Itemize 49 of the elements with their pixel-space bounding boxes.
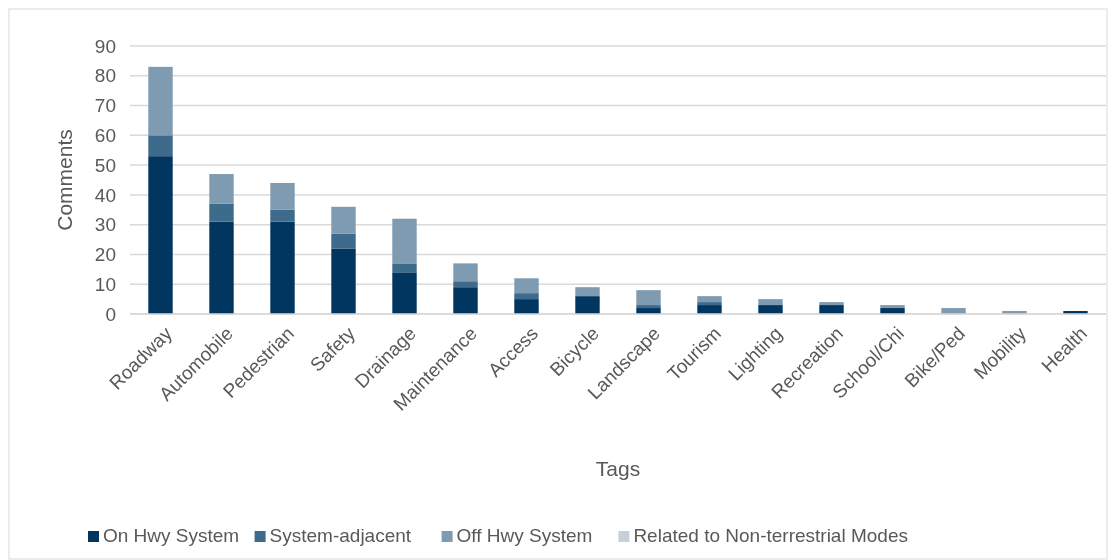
y-tick-label: 70 [94,95,116,117]
y-tick-label: 40 [94,184,116,206]
bar [453,287,478,314]
bar [636,305,661,309]
bar [209,174,234,204]
bar [331,233,356,249]
bar [209,221,234,314]
bar [392,272,417,314]
bar [453,263,478,282]
bar [636,290,661,306]
y-tick-label: 80 [94,65,116,87]
y-tick-label: 60 [94,124,116,146]
bar [697,302,722,306]
bar [758,305,783,314]
bar [514,293,539,300]
bar [575,287,600,297]
y-tick-label: 10 [94,273,116,295]
bar [819,302,844,306]
bar [148,135,173,157]
bar [880,305,905,309]
bar [148,66,173,136]
y-tick-label: 20 [94,244,116,266]
y-axis-title: Comments [53,129,76,231]
legend-label: Related to Non-terrestrial Modes [633,525,908,546]
bar [209,203,234,222]
bar [758,299,783,306]
y-tick-label: 50 [94,154,116,176]
y-tick-label: 30 [94,214,116,236]
bar [331,206,356,234]
bar [453,281,478,288]
legend-label: Off Hwy System [456,525,593,546]
bar [819,305,844,314]
legend-label: System-adjacent [269,525,412,546]
bar [392,263,417,273]
bar [697,296,722,303]
bar [331,248,356,314]
bar [148,156,173,314]
y-tick-label: 90 [94,35,116,57]
bar [270,221,295,314]
bar [392,218,417,264]
bar [270,182,295,210]
bar [514,299,539,314]
bar [575,296,600,314]
bar [514,278,539,294]
bar [697,305,722,314]
y-tick-label: 0 [105,303,116,325]
bar [270,209,295,222]
legend-label: On Hwy System [103,525,240,546]
x-axis-title: Tags [595,457,641,480]
